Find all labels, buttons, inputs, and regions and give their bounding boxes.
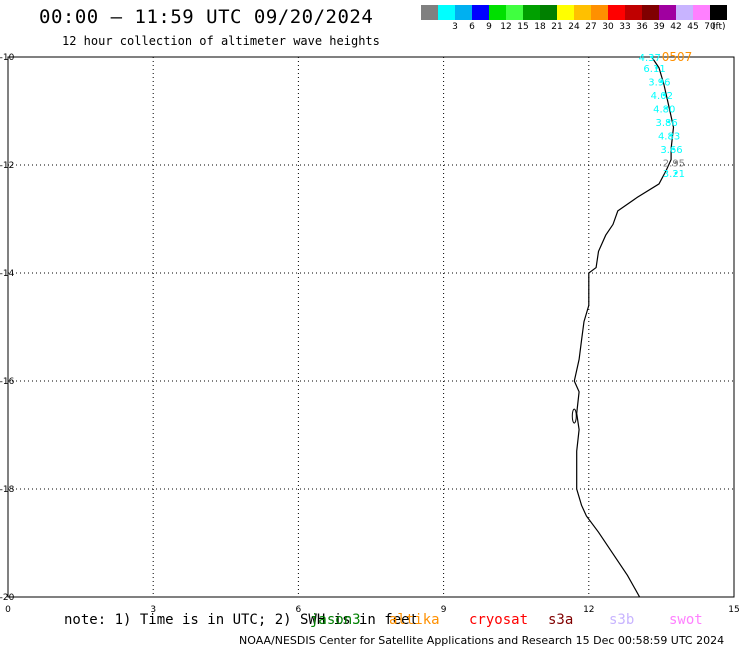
legend-swatch — [608, 5, 625, 20]
x-tick-label: 9 — [441, 605, 447, 615]
color-legend: (ft) 3 6 9 12 15 18 21 24 27 30 33 36 39 42 45 70 — [421, 5, 729, 35]
wave-height-label: 3.96 — [648, 77, 670, 88]
track-point — [664, 107, 668, 110]
wave-height-label: 3.66 — [660, 145, 682, 156]
wave-height-label: 3.86 — [656, 118, 678, 129]
y-tick-label: -18 — [0, 485, 15, 495]
x-tick-label: 15 — [728, 605, 739, 615]
legend-swatch — [540, 5, 557, 20]
legend-label: 21 — [551, 22, 563, 32]
track-point — [655, 66, 658, 70]
x-tick-label: 12 — [583, 605, 594, 615]
y-tick-label: -14 — [0, 269, 15, 279]
coastline-inlet — [571, 408, 577, 424]
wave-height-label: 4.37 — [639, 53, 661, 64]
legend-label: 33 — [619, 22, 631, 32]
satellite-swot: swot — [669, 612, 703, 628]
satellite-cryosat: cryosat — [469, 612, 529, 628]
legend-label: 39 — [653, 22, 665, 32]
y-tick-label: -20 — [0, 593, 15, 603]
satellite-jason3: jason3 — [310, 612, 361, 628]
legend-swatch — [693, 5, 710, 20]
legend-unit: (ft) — [712, 22, 726, 32]
wave-height-label: 3.21 — [663, 169, 685, 180]
wave-height-label: 6.11 — [643, 64, 665, 75]
track-point — [662, 93, 666, 97]
legend-label: 24 — [568, 22, 580, 32]
x-tick-label: 6 — [296, 605, 302, 615]
wave-height-label: 4.02 — [651, 91, 673, 102]
map-subtitle: 12 hour collection of altimeter wave hei… — [62, 34, 380, 48]
track-point — [674, 161, 678, 164]
legend-swatch — [574, 5, 591, 20]
track-point — [672, 147, 675, 151]
legend-label: 45 — [687, 22, 699, 32]
track-point — [650, 55, 654, 59]
legend-label: 3 — [452, 22, 458, 32]
legend-swatch — [710, 5, 727, 20]
legend-label: 30 — [602, 22, 614, 32]
legend-swatch — [438, 5, 455, 20]
track-point — [660, 80, 663, 83]
track-point — [667, 120, 670, 124]
track-point — [669, 134, 673, 137]
legend-swatch — [625, 5, 642, 20]
legend-swatch — [676, 5, 693, 20]
y-tick-label: -12 — [0, 161, 14, 171]
footer-note: note: 1) Time is in UTC; 2) SWH is in fe… — [64, 612, 419, 628]
x-tick-label: 0 — [5, 605, 11, 615]
track-point — [674, 171, 678, 175]
pass-time-label: 0507 — [662, 50, 693, 64]
legend-label: 70 — [704, 22, 716, 32]
wave-height-label: 4.80 — [653, 104, 675, 115]
y-tick-label: -10 — [0, 53, 15, 63]
legend-label: 18 — [534, 22, 546, 32]
legend-swatch — [642, 5, 659, 20]
legend-label: 36 — [636, 22, 648, 32]
legend-swatch — [557, 5, 574, 20]
wave-height-label: 4.83 — [658, 131, 680, 142]
y-tick-label: -16 — [0, 377, 15, 387]
legend-label: 15 — [517, 22, 529, 32]
satellite-s3b: s3b — [609, 612, 635, 628]
map-title: 00:00 – 11:59 UTC 09/20/2024 — [39, 6, 374, 28]
legend-swatch — [659, 5, 676, 20]
wave-height-label: 2.95 — [663, 158, 685, 169]
legend-label: 9 — [486, 22, 492, 32]
legend-label: 42 — [670, 22, 682, 32]
legend-label: 6 — [469, 22, 475, 32]
legend-swatch — [421, 5, 438, 20]
legend-swatch — [523, 5, 540, 20]
legend-swatch — [506, 5, 523, 20]
legend-swatch — [591, 5, 608, 20]
legend-swatch — [489, 5, 506, 20]
credit-line: NOAA/NESDIS Center for Satellite Applica… — [239, 634, 725, 647]
coastline — [573, 56, 675, 598]
satellite-altika: altika — [389, 612, 440, 628]
legend-swatch — [455, 5, 472, 20]
legend-label: 27 — [585, 22, 597, 32]
legend-label: 12 — [500, 22, 512, 32]
map-frame — [7, 56, 735, 598]
x-tick-label: 3 — [150, 605, 156, 615]
legend-swatch — [472, 5, 489, 20]
satellite-s3a: s3a — [548, 612, 574, 628]
